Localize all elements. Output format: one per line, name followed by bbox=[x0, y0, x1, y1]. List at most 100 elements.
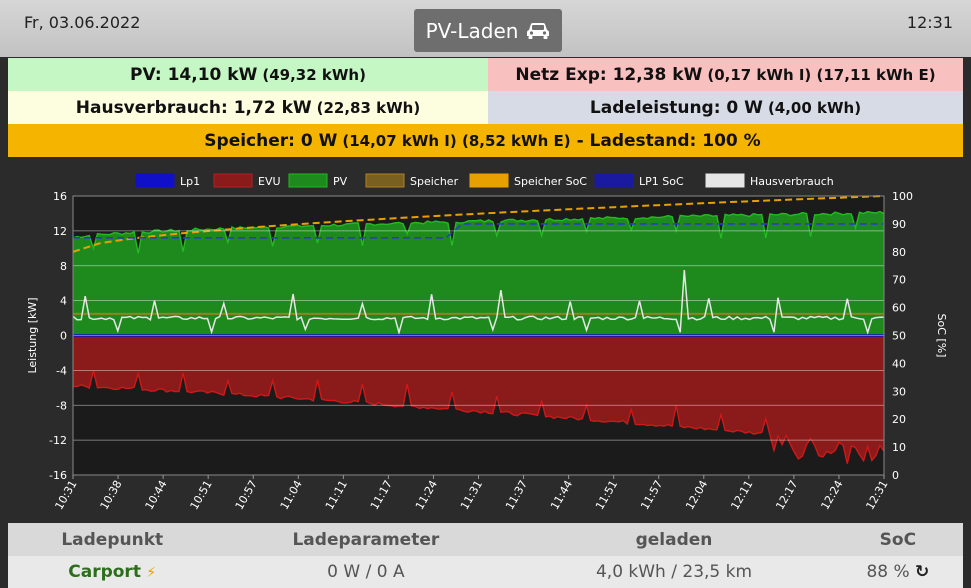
y2-tick-label: 20 bbox=[892, 413, 906, 426]
legend-swatch bbox=[365, 173, 405, 188]
legend-label: EVU bbox=[258, 175, 281, 188]
x-tick-label: 12:17 bbox=[773, 478, 800, 512]
y-tick-label: -4 bbox=[56, 364, 67, 377]
x-tick-label: 10:57 bbox=[233, 478, 260, 512]
col-ladeparameter: Ladeparameter bbox=[292, 529, 440, 550]
y2-tick-label: 50 bbox=[892, 330, 906, 343]
table-row: Carport ⚡ 0 W / 0 A 4,0 kWh / 23,5 km 88… bbox=[8, 556, 963, 588]
time-label: 12:31 bbox=[906, 13, 953, 32]
legend-swatch bbox=[594, 173, 634, 188]
x-tick-label: 11:51 bbox=[593, 478, 620, 512]
legend-swatch bbox=[469, 173, 509, 188]
y2-tick-label: 70 bbox=[892, 274, 906, 287]
y-tick-label: 16 bbox=[53, 190, 67, 203]
y-tick-label: 0 bbox=[60, 330, 67, 343]
legend-label: LP1 SoC bbox=[639, 175, 684, 188]
x-tick-label: 10:31 bbox=[52, 478, 79, 512]
legend-label: Speicher SoC bbox=[514, 175, 587, 188]
pv-line bbox=[72, 210, 885, 254]
speicher-line bbox=[73, 312, 884, 315]
car-icon bbox=[527, 22, 550, 39]
pv-value: PV: 14,10 kW bbox=[130, 64, 258, 85]
date-label: Fr, 03.06.2022 bbox=[24, 13, 141, 32]
pv-laden-button[interactable]: PV-Laden bbox=[414, 9, 562, 52]
x-tick-label: 11:17 bbox=[368, 478, 395, 512]
hausverbrauch-status: Hausverbrauch: 1,72 kW (22,83 kWh) bbox=[8, 91, 488, 124]
pv-energy: (49,32 kWh) bbox=[262, 65, 366, 84]
legend-swatch bbox=[288, 173, 328, 188]
x-tick-label: 11:44 bbox=[548, 478, 575, 512]
netz-energy: (0,17 kWh I) (17,11 kWh E) bbox=[707, 65, 936, 84]
y2-tick-label: 100 bbox=[892, 190, 913, 203]
x-tick-label: 10:38 bbox=[98, 478, 125, 512]
geladen-cell: 4,0 kWh / 23,5 km bbox=[595, 562, 753, 582]
ladepunkt-name[interactable]: Carport bbox=[68, 562, 141, 582]
evu-line bbox=[72, 370, 885, 464]
y-axis-label: Leistung [kW] bbox=[26, 297, 39, 373]
y2-tick-label: 30 bbox=[892, 385, 906, 398]
soc-value: 88 % bbox=[866, 562, 910, 582]
speicher-soc: - Ladestand: 100 % bbox=[576, 130, 761, 151]
x-tick-label: 11:31 bbox=[458, 478, 485, 512]
legend-swatch bbox=[705, 173, 745, 188]
y2-tick-label: 60 bbox=[892, 302, 906, 315]
y2-tick-label: 0 bbox=[892, 469, 899, 482]
power-chart: 16 12 8 4 0 -4 -8 -12 -16 100 90 80 70 60 50 40 30 20 10 0 1… bbox=[8, 170, 963, 515]
ladepunkt-cell[interactable]: Carport ⚡ bbox=[8, 556, 216, 588]
pv-area bbox=[73, 211, 884, 336]
refresh-icon[interactable]: ↻ bbox=[915, 562, 930, 582]
y-tick-label: 4 bbox=[60, 295, 67, 308]
y-tick-label: -8 bbox=[56, 399, 67, 412]
ladeleistung-status: Ladeleistung: 0 W (4,00 kWh) bbox=[488, 91, 963, 124]
netz-value: Netz Exp: 12,38 kW bbox=[515, 64, 703, 85]
col-geladen: geladen bbox=[635, 529, 713, 550]
x-tick-label: 12:31 bbox=[863, 478, 890, 512]
col-soc: SoC bbox=[879, 529, 917, 550]
hausverbrauch-energy: (22,83 kWh) bbox=[316, 98, 421, 117]
legend-label: Hausverbrauch bbox=[750, 175, 834, 188]
top-bar: Fr, 03.06.2022 PV-Laden 12:31 bbox=[0, 0, 971, 57]
speicher-status: Speicher: 0 W (14,07 kWh I) (8,52 kWh E)… bbox=[8, 124, 963, 157]
ladeleistung-value: Ladeleistung: 0 W bbox=[589, 97, 763, 118]
y2-tick-label: 90 bbox=[892, 218, 906, 231]
x-tick-label: 11:37 bbox=[503, 478, 530, 512]
legend-label: Lp1 bbox=[180, 175, 200, 188]
speicher-energy: (14,07 kWh I) (8,52 kWh E) bbox=[342, 131, 571, 150]
y2-tick-label: 80 bbox=[892, 246, 906, 259]
x-tick-label: 10:44 bbox=[143, 478, 170, 512]
x-tick-label: 10:51 bbox=[188, 478, 215, 512]
netz-status: Netz Exp: 12,38 kW (0,17 kWh I) (17,11 k… bbox=[488, 58, 963, 91]
lp1-soc-line bbox=[73, 223, 884, 239]
speicher-value: Speicher: 0 W bbox=[204, 130, 338, 151]
y2-tick-label: 10 bbox=[892, 441, 906, 454]
chart-svg: 1612840-4-8-12-1610090807060504030201001… bbox=[26, 173, 948, 512]
x-tick-label: 12:24 bbox=[818, 478, 845, 512]
y-tick-label: 12 bbox=[53, 225, 67, 238]
x-tick-label: 12:04 bbox=[683, 478, 710, 512]
legend-swatch bbox=[135, 173, 175, 188]
x-tick-label: 11:11 bbox=[323, 478, 350, 512]
plug-icon: ⚡ bbox=[146, 565, 157, 581]
y-tick-label: 8 bbox=[60, 260, 67, 273]
x-tick-label: 12:11 bbox=[728, 478, 755, 512]
hausverbrauch-line bbox=[72, 270, 885, 336]
y2-axis-label: SoC [%] bbox=[935, 314, 948, 358]
y-tick-label: -12 bbox=[49, 434, 67, 447]
legend-label: Speicher bbox=[410, 175, 459, 188]
legend-label: PV bbox=[333, 175, 348, 188]
y2-tick-label: 40 bbox=[892, 357, 906, 370]
soc-cell: 88 % ↻ bbox=[833, 556, 963, 588]
evu-area bbox=[73, 335, 884, 464]
title-label: PV-Laden bbox=[425, 18, 519, 43]
y-tick-label: -16 bbox=[49, 469, 67, 482]
pv-status: PV: 14,10 kW (49,32 kWh) bbox=[8, 58, 488, 91]
ladeleistung-energy: (4,00 kWh) bbox=[767, 98, 862, 117]
col-ladepunkt: Ladepunkt bbox=[61, 529, 164, 550]
hausverbrauch-value: Hausverbrauch: 1,72 kW bbox=[75, 97, 312, 118]
x-tick-label: 11:04 bbox=[278, 478, 305, 512]
x-tick-label: 11:24 bbox=[413, 478, 440, 512]
x-tick-label: 11:57 bbox=[638, 478, 665, 512]
ladeparameter-cell: 0 W / 0 A bbox=[327, 562, 405, 582]
legend-swatch bbox=[213, 173, 253, 188]
ladepunkt-table: Ladepunkt Ladeparameter geladen SoC Carp… bbox=[8, 523, 963, 588]
